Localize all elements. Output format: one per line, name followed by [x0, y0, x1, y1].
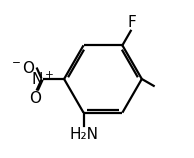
Text: $^-$O: $^-$O	[9, 60, 36, 76]
Text: F: F	[127, 15, 136, 30]
Text: H₂N: H₂N	[69, 127, 98, 142]
Text: O: O	[29, 91, 42, 106]
Text: N$^+$: N$^+$	[31, 70, 55, 88]
